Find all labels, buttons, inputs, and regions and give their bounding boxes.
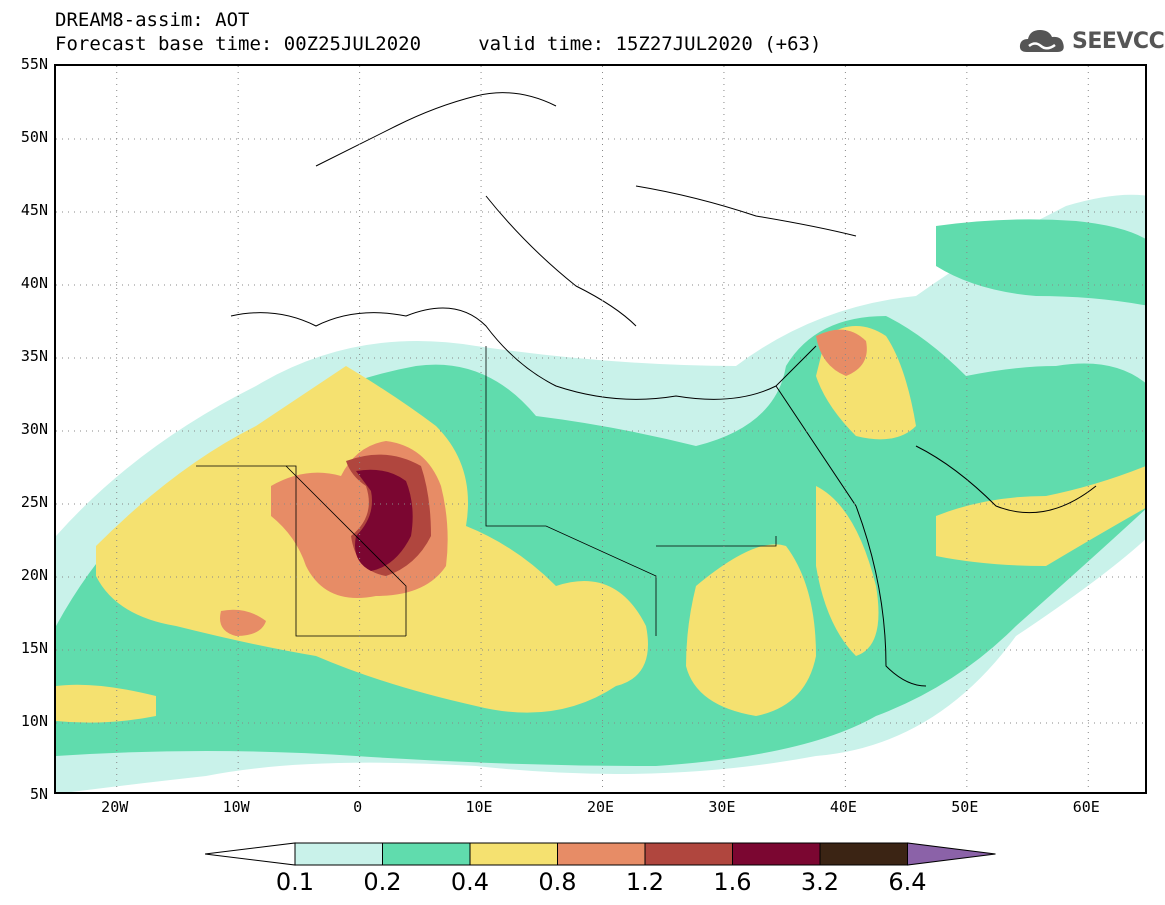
longitude-label: 50E (951, 798, 979, 816)
colorbar-over-triangle (907, 842, 996, 866)
colorbar-level-label: 0.4 (450, 868, 490, 896)
latitude-label: 55N (20, 55, 48, 73)
colorbar (205, 842, 996, 866)
colorbar-under-triangle (205, 842, 296, 866)
latitude-label: 5N (29, 785, 48, 803)
longitude-label: 30E (708, 798, 736, 816)
latitude-label: 30N (20, 420, 48, 438)
longitude-label: 60E (1072, 798, 1100, 816)
colorbar-level-label: 0.1 (275, 868, 315, 896)
borders (196, 346, 777, 637)
latitude-label: 35N (20, 347, 48, 365)
aot-field (56, 66, 1145, 792)
seevccc-logo: SEEVCCC (1017, 24, 1165, 58)
aot-map (54, 64, 1147, 794)
longitude-label: 20W (101, 798, 129, 816)
longitude-label: 10E (465, 798, 493, 816)
latitude-label: 25N (20, 493, 48, 511)
colorbar-segment (732, 842, 821, 866)
colorbar-segment (557, 842, 646, 866)
colorbar-segment (644, 842, 733, 866)
longitude-label: 0 (353, 798, 363, 816)
latitude-label: 10N (20, 712, 48, 730)
colorbar-segment (382, 842, 471, 866)
colorbar-segment (469, 842, 558, 866)
colorbar-level-label: 0.8 (538, 868, 577, 896)
latitude-label: 50N (20, 128, 48, 146)
colorbar-level-label: 1.6 (713, 868, 752, 896)
colorbar-level-label: 0.2 (363, 868, 402, 896)
latitude-label: 40N (20, 274, 48, 292)
latitude-label: 15N (20, 639, 48, 657)
latitude-label: 45N (20, 201, 48, 219)
map-subtitle-times: Forecast base time: 00Z25JUL2020 valid t… (55, 33, 822, 55)
aot-1.6-band (355, 469, 413, 571)
colorbar-segment (819, 842, 908, 866)
map-title: DREAM8-assim: AOT (55, 9, 250, 31)
longitude-label: 40E (829, 798, 857, 816)
gridlines (56, 66, 1145, 792)
colorbar-segment (294, 842, 383, 866)
coastlines (230, 92, 1097, 687)
longitude-label: 10W (222, 798, 250, 816)
longitude-label: 20E (586, 798, 615, 816)
latitude-label: 20N (20, 566, 48, 584)
colorbar-level-label: 1.2 (625, 868, 665, 896)
colorbar-level-label: 6.4 (888, 868, 927, 896)
logo-text: SEEVCCC (1072, 29, 1165, 54)
colorbar-level-label: 3.2 (800, 868, 840, 896)
cloud-icon (1019, 30, 1064, 52)
